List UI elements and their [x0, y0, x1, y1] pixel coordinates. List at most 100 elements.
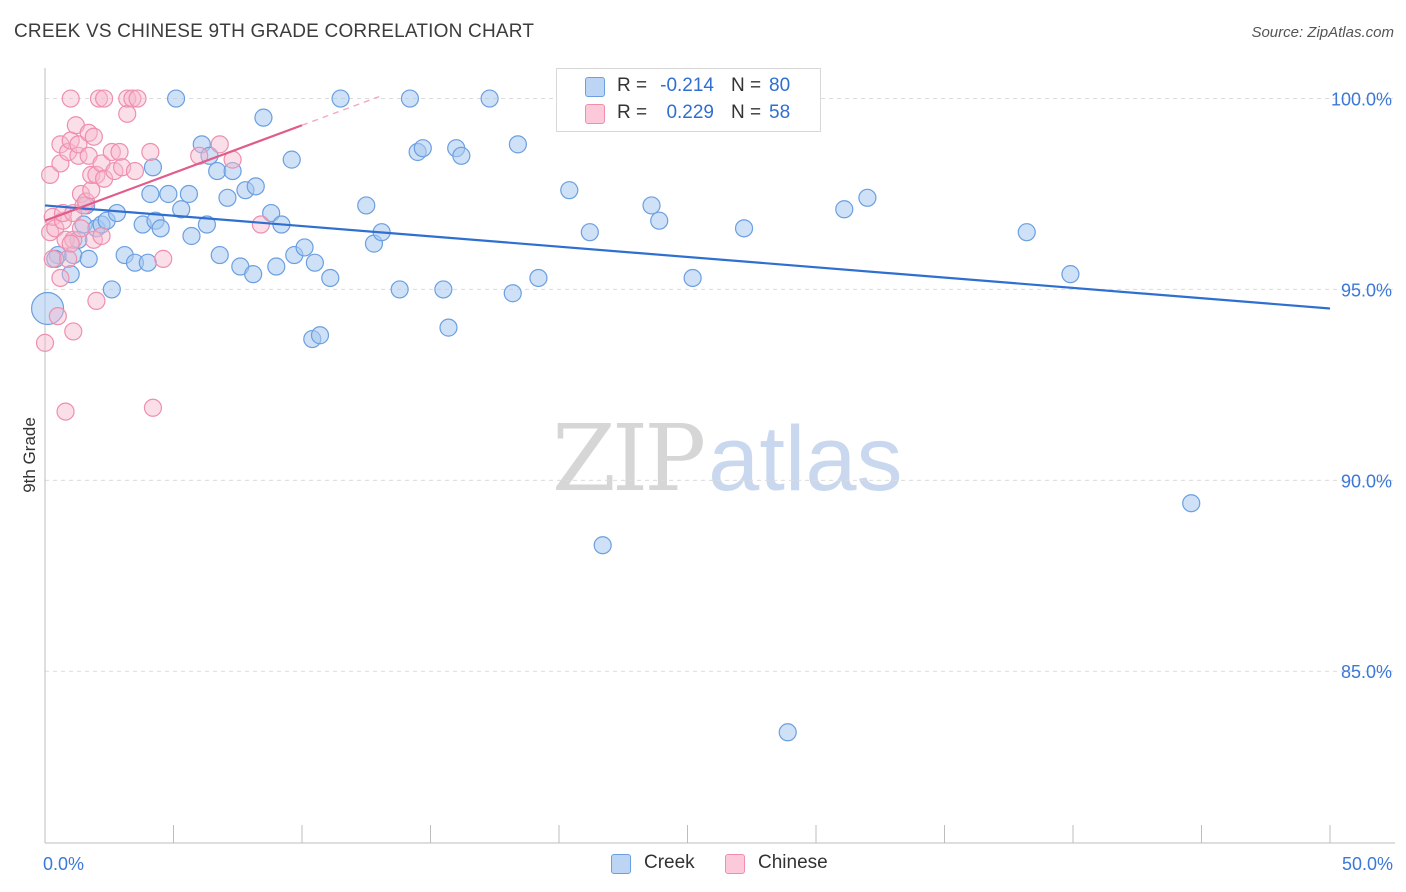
creek-point: [321, 268, 340, 288]
creek-point: [480, 89, 499, 108]
creek-point: [858, 188, 877, 207]
creek-point: [262, 203, 281, 223]
tick-labels: 100.0% 95.0% 90.0% 85.0% 0.0% 50.0% 9th Grade: [20, 90, 1393, 874]
creek-point: [246, 177, 265, 196]
chinese-point: [110, 142, 129, 162]
y-tick-label-0: 100.0%: [1331, 90, 1392, 110]
watermark-atlas: atlas: [708, 408, 903, 510]
creek-point: [107, 203, 127, 223]
chinese-trend-extension: [301, 95, 380, 126]
chinese-point: [87, 291, 106, 310]
chinese-point: [69, 135, 88, 154]
creek-point: [593, 536, 612, 555]
y-tick-label-3: 85.0%: [1341, 662, 1392, 682]
creek-point: [310, 326, 330, 345]
creek-point: [141, 184, 160, 204]
legend-row-chinese: R = 0.229 N = 58: [557, 101, 820, 127]
chinese-point: [61, 89, 80, 108]
source-credit: Source: ZipAtlas.com: [1251, 24, 1394, 41]
chinese-r-value: 0.229: [666, 102, 714, 123]
chinese-point: [71, 219, 91, 238]
chinese-point: [64, 322, 83, 341]
creek-point: [400, 89, 420, 108]
creek-point: [778, 723, 797, 742]
chart-title: CREEK VS CHINESE 9TH GRADE CORRELATION C…: [14, 21, 535, 42]
creek-points: [30, 89, 1201, 742]
creek-point: [529, 268, 548, 288]
creek-point: [434, 280, 453, 299]
chinese-point: [51, 135, 70, 154]
chinese-point: [41, 165, 60, 184]
chinese-point: [43, 249, 62, 268]
chinese-point: [102, 142, 121, 162]
creek-swatch: [585, 77, 605, 97]
x-tick-label-min: 0.0%: [43, 854, 84, 874]
creek-point: [138, 253, 157, 272]
chinese-r-label: R =: [617, 102, 648, 123]
creek-point: [642, 196, 661, 215]
chinese-point: [89, 89, 109, 108]
creek-point: [734, 219, 754, 238]
creek-point: [254, 108, 273, 127]
creek-point: [390, 280, 409, 299]
creek-point: [413, 139, 432, 158]
y-tick-label-1: 95.0%: [1341, 280, 1392, 300]
zipatlas-watermark: ZIPatlas: [552, 405, 903, 512]
creek-point: [331, 89, 350, 108]
trend-lines: [44, 95, 1331, 310]
creek-point: [560, 181, 579, 200]
creek-point: [143, 158, 163, 177]
chinese-point: [123, 89, 142, 108]
creek-point: [357, 196, 376, 215]
creek-point: [580, 223, 599, 242]
chinese-point: [46, 219, 65, 238]
creek-point: [295, 238, 314, 257]
creek-point: [439, 318, 458, 337]
correlation-legend: R = -0.214 N = 80 R = 0.229 N = 58: [556, 68, 821, 132]
chinese-point: [95, 169, 114, 188]
creek-point: [166, 89, 186, 108]
creek-trend-line: [44, 204, 1331, 310]
chinese-point: [118, 104, 137, 123]
creek-point: [159, 184, 178, 204]
creek-point: [508, 135, 527, 154]
y-tick-label-2: 90.0%: [1341, 471, 1392, 491]
watermark-zip: ZIP: [552, 405, 706, 512]
creek-legend-label: Creek: [644, 852, 695, 873]
chinese-point: [128, 89, 147, 108]
creek-point: [1017, 223, 1036, 242]
creek-point: [208, 161, 227, 181]
chinese-point: [35, 333, 55, 352]
chinese-points: [35, 89, 270, 421]
creek-point: [179, 184, 199, 204]
creek-point: [835, 200, 854, 219]
chinese-point: [59, 249, 78, 268]
chinese-legend-swatch: [725, 854, 745, 874]
creek-point: [210, 245, 229, 265]
legend-row-creek: R = -0.214 N = 80: [557, 74, 820, 100]
chinese-legend-label: Chinese: [758, 852, 828, 873]
chinese-point: [61, 234, 80, 253]
creek-point: [197, 215, 217, 234]
creek-point: [102, 280, 121, 299]
chinese-swatch: [585, 104, 605, 124]
chinese-point: [95, 89, 114, 108]
chinese-point: [118, 89, 137, 108]
chinese-point: [48, 307, 67, 326]
axis-layer: [44, 68, 1395, 844]
chinese-point: [210, 135, 229, 154]
creek-point: [282, 150, 301, 169]
creek-point: [267, 257, 286, 276]
series-legend: Creek Chinese: [0, 852, 1406, 878]
creek-point: [452, 146, 471, 165]
creek-point: [1182, 494, 1201, 513]
creek-point: [244, 265, 263, 284]
chinese-point: [143, 398, 163, 417]
creek-point: [650, 211, 669, 230]
x-tick-label-max: 50.0%: [1342, 854, 1393, 874]
chinese-point: [251, 215, 270, 234]
chinese-point: [84, 127, 103, 146]
creek-point: [172, 200, 191, 219]
creek-point: [683, 268, 702, 288]
